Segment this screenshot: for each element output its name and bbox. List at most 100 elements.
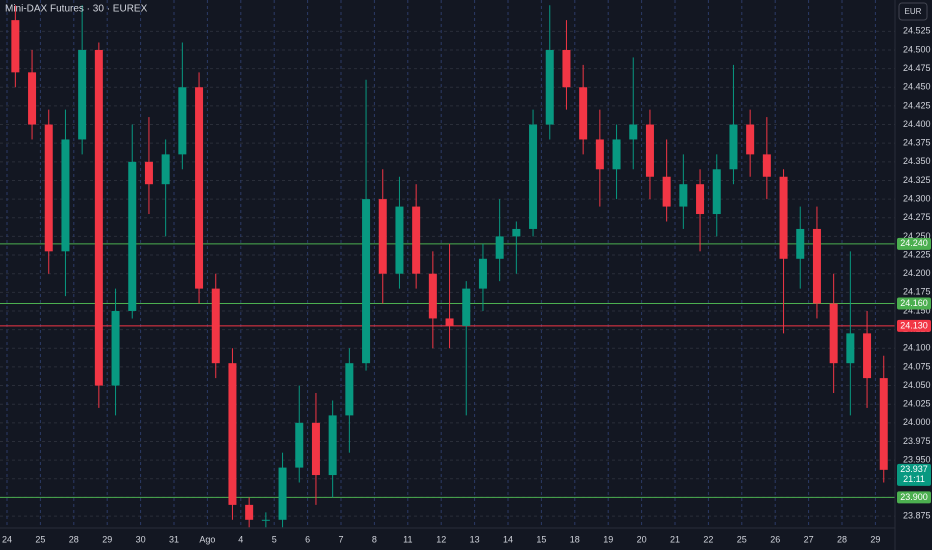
candle-body	[846, 333, 855, 364]
candle-body	[11, 20, 20, 73]
candle-body	[595, 139, 604, 170]
candle-body	[78, 49, 87, 140]
x-tick-label: 24	[2, 534, 12, 544]
y-tick-label: 24.425	[903, 100, 931, 110]
x-tick-label: 5	[272, 534, 277, 544]
y-tick-label: 23.875	[903, 510, 931, 520]
grid	[0, 0, 895, 528]
y-tick-label: 24.275	[903, 212, 931, 222]
level-label: 23.900	[900, 492, 928, 502]
candle-body	[562, 49, 571, 88]
x-tick-label: 4	[238, 534, 243, 544]
y-tick-label: 24.525	[903, 26, 931, 36]
candle-body	[228, 363, 237, 505]
candle-body	[94, 49, 103, 386]
x-tick-label: 30	[136, 534, 146, 544]
candle-body	[696, 184, 705, 215]
y-tick-label: 24.375	[903, 138, 931, 148]
x-tick-label: 14	[503, 534, 513, 544]
y-tick-label: 24.000	[903, 417, 931, 427]
candle-body	[478, 258, 487, 289]
x-tick-label: 20	[637, 534, 647, 544]
x-tick-label: Ago	[199, 534, 215, 544]
x-tick-label: 6	[305, 534, 310, 544]
candle-body	[295, 422, 304, 468]
candle-body	[829, 303, 838, 364]
currency-box[interactable]	[898, 2, 928, 21]
candle-body	[746, 124, 755, 155]
x-tick-label: 29	[102, 534, 112, 544]
candle-body	[428, 273, 437, 319]
x-tick-label: 13	[470, 534, 480, 544]
x-tick-label: 18	[570, 534, 580, 544]
candle-body	[879, 378, 888, 470]
candle-body	[529, 124, 538, 229]
candle-body	[412, 206, 421, 274]
candle-body	[144, 161, 153, 185]
currency[interactable]: EUR	[905, 7, 922, 16]
y-tick-label: 24.100	[903, 343, 931, 353]
candle-body	[729, 124, 738, 170]
candle-body	[261, 519, 270, 521]
candle-body	[679, 184, 688, 207]
y-tick-label: 24.225	[903, 249, 931, 259]
countdown: 21:11	[903, 474, 925, 484]
candle-body	[111, 310, 120, 386]
y-tick-label: 24.250	[903, 231, 931, 241]
y-tick-label: 23.950	[903, 455, 931, 465]
candle-body	[44, 124, 53, 252]
y-tick-label: 24.150	[903, 305, 931, 315]
candle-body	[195, 87, 204, 289]
candle-body	[311, 422, 320, 476]
level-tag	[897, 491, 931, 504]
level-label: 24.130	[900, 320, 928, 330]
candles	[11, 5, 888, 528]
x-tick-label: 28	[69, 534, 79, 544]
x-tick-label: 11	[403, 534, 412, 544]
candle-body	[211, 288, 220, 364]
candle-body	[462, 288, 471, 326]
candle-body	[545, 49, 554, 125]
y-tick-label: 23.975	[903, 436, 931, 446]
axis: 23.87523.90023.92523.95023.97524.00024.0…	[2, 26, 931, 544]
candle-body	[796, 228, 805, 259]
candle-body	[245, 504, 254, 520]
y-tick-label: 24.050	[903, 380, 931, 390]
x-tick-label: 8	[372, 534, 377, 544]
candle-body	[712, 169, 721, 215]
candle-body	[762, 154, 771, 177]
candle-body	[612, 139, 621, 170]
y-tick-label: 24.475	[903, 63, 931, 73]
y-tick-label: 24.325	[903, 175, 931, 185]
level-tag	[897, 297, 931, 310]
candle-body	[161, 154, 170, 185]
candle-body	[512, 228, 521, 237]
candle-body	[812, 228, 821, 304]
y-tick-label: 24.025	[903, 399, 931, 409]
level-label: 24.160	[900, 298, 928, 308]
x-tick-label: 22	[703, 534, 713, 544]
x-tick-label: 19	[603, 534, 613, 544]
candle-body	[662, 176, 671, 207]
x-tick-label: 25	[737, 534, 747, 544]
candle-body	[328, 415, 337, 476]
chart-title: Mini-DAX Futures · 30 · EUREX	[5, 4, 148, 15]
candle-body	[629, 124, 638, 140]
x-tick-label: 21	[670, 534, 680, 544]
level-label: 24.240	[900, 238, 928, 248]
candle-body	[395, 206, 404, 274]
y-tick-label: 24.175	[903, 287, 931, 297]
candle-body	[779, 176, 788, 259]
candle-body	[445, 318, 454, 326]
y-tick-label: 24.075	[903, 361, 931, 371]
x-tick-label: 15	[536, 534, 546, 544]
candle-body	[61, 139, 70, 252]
candle-body	[178, 87, 187, 155]
candle-body	[128, 161, 137, 311]
y-tick-label: 24.300	[903, 193, 931, 203]
y-tick-label: 24.500	[903, 44, 931, 54]
candle-body	[28, 72, 37, 125]
level-tag	[897, 319, 931, 332]
x-tick-label: 27	[804, 534, 814, 544]
